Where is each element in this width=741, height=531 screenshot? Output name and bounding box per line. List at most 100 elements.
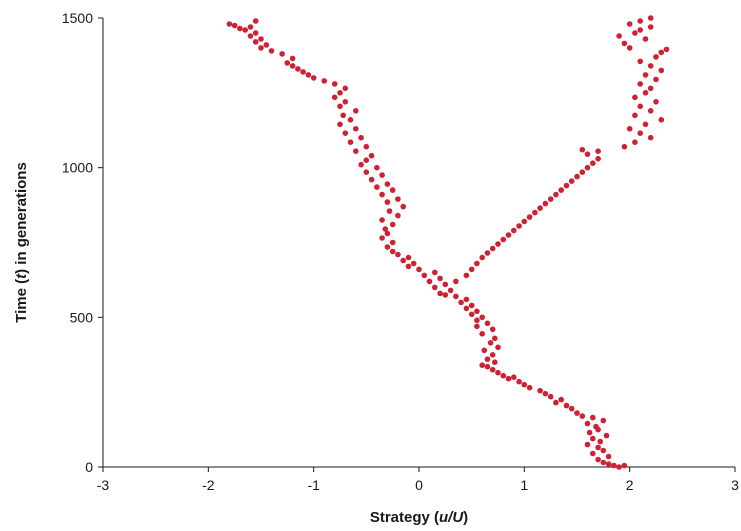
data-point <box>553 191 559 198</box>
data-point <box>284 60 291 66</box>
x-tick-label: 3 <box>731 477 739 493</box>
x-tick-label: 0 <box>415 477 423 493</box>
data-point <box>337 90 343 96</box>
data-point <box>437 290 443 297</box>
data-point <box>400 203 407 210</box>
data-point <box>595 148 601 154</box>
data-point <box>563 402 570 409</box>
data-point <box>353 108 359 114</box>
data-point <box>474 317 480 324</box>
data-point <box>532 209 538 216</box>
data-point <box>295 66 301 72</box>
data-point <box>595 444 601 451</box>
data-point <box>574 410 580 416</box>
data-point <box>463 296 470 303</box>
data-point <box>647 15 654 21</box>
data-point <box>626 126 633 132</box>
data-point <box>600 417 607 424</box>
data-point <box>647 85 654 92</box>
data-point <box>484 363 491 370</box>
data-point <box>516 378 522 385</box>
data-point <box>342 85 349 92</box>
data-point <box>597 438 603 445</box>
data-point <box>337 103 343 110</box>
data-point <box>347 117 354 123</box>
data-point <box>331 94 338 101</box>
data-point <box>505 375 512 382</box>
data-point <box>553 399 559 406</box>
data-point <box>500 236 507 243</box>
data-point <box>495 241 501 247</box>
x-tick-label: -2 <box>202 477 215 493</box>
data-point <box>342 99 349 105</box>
data-point <box>379 235 385 241</box>
data-point <box>621 40 628 47</box>
x-axis-label: Strategy (u/U) <box>370 509 468 526</box>
data-point <box>474 323 480 330</box>
data-point <box>653 76 659 83</box>
data-point <box>542 200 549 207</box>
data-point <box>384 181 391 187</box>
data-point <box>252 30 259 36</box>
data-point <box>637 27 643 33</box>
x-tick-label: -3 <box>97 477 110 493</box>
y-tick-label: 1500 <box>62 10 93 26</box>
data-point <box>382 226 389 232</box>
data-point <box>416 266 422 273</box>
data-point <box>642 90 649 96</box>
data-point <box>521 218 528 225</box>
data-point <box>663 46 670 53</box>
data-point <box>353 148 359 154</box>
data-point <box>453 278 459 285</box>
data-point <box>568 405 575 412</box>
data-point <box>479 314 486 321</box>
data-point <box>487 340 494 346</box>
data-point <box>426 278 433 285</box>
data-point <box>593 423 599 430</box>
data-point <box>495 344 501 351</box>
data-point <box>474 308 480 315</box>
data-point <box>511 227 517 234</box>
data-point <box>289 63 296 69</box>
tick-labels: -3 -2 -1 0 1 2 3 0 500 1000 1500 <box>62 10 739 493</box>
data-point <box>616 33 622 39</box>
data-point <box>632 30 638 36</box>
data-point <box>479 331 486 337</box>
data-point <box>637 130 643 136</box>
data-point <box>637 81 643 87</box>
data-point <box>442 292 449 298</box>
data-point <box>537 205 543 211</box>
data-point <box>484 320 491 327</box>
data-point <box>305 72 312 78</box>
data-point <box>395 212 401 219</box>
data-point <box>542 390 549 397</box>
data-point <box>511 374 517 381</box>
data-point <box>389 221 396 228</box>
data-point <box>263 42 270 48</box>
data-point <box>595 155 601 162</box>
data-point <box>632 94 638 101</box>
data-point <box>363 169 370 175</box>
data-point <box>226 21 233 27</box>
x-tick-label: -1 <box>307 477 320 493</box>
data-point <box>558 187 564 193</box>
data-point <box>474 260 480 267</box>
data-point <box>432 284 438 291</box>
data-point <box>626 45 633 51</box>
data-point <box>289 55 296 62</box>
data-point <box>481 347 488 354</box>
data-point <box>590 160 596 166</box>
x-tick-label: 2 <box>626 477 634 493</box>
data-point <box>368 176 375 183</box>
data-point <box>463 305 470 312</box>
data-point <box>495 369 501 376</box>
data-point <box>405 263 412 270</box>
data-point <box>568 178 575 184</box>
data-point <box>374 184 380 190</box>
data-point <box>379 172 385 178</box>
data-point <box>258 36 264 42</box>
data-point <box>489 352 496 358</box>
data-point <box>489 245 496 252</box>
data-point <box>658 67 665 74</box>
